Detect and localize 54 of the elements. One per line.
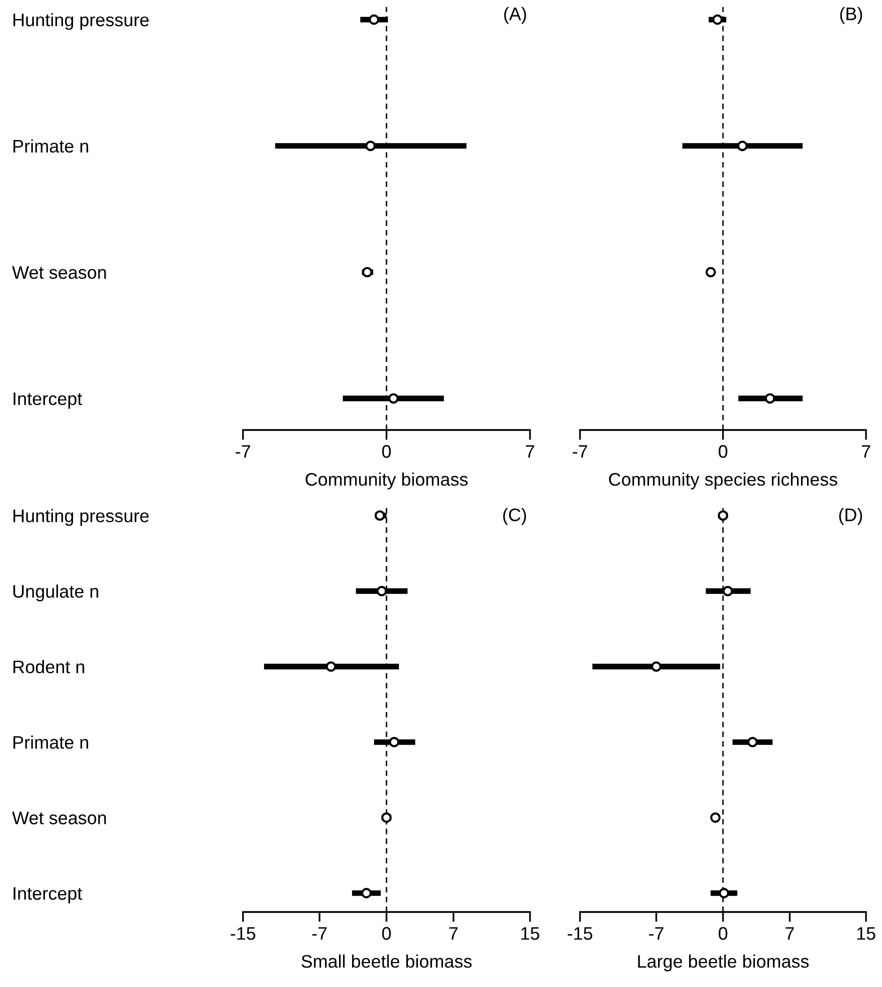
point	[326, 661, 336, 672]
x-tick-label: 7	[862, 445, 870, 458]
annotation: (A)	[504, 7, 526, 24]
x-tick-label: -7	[236, 445, 250, 458]
x-tick-label: 0	[718, 927, 728, 940]
annotation: (D)	[839, 508, 862, 525]
y-tick-label: Intercept	[14, 887, 82, 904]
x-tick-label: -7	[572, 445, 588, 458]
x-tick-label: -15	[568, 927, 592, 940]
point	[365, 140, 376, 152]
x-axis-title: Community biomass	[306, 472, 468, 490]
y-tick-label: Hunting pressure	[13, 13, 149, 30]
y-tick-label: Rodent n	[13, 660, 84, 674]
y-tick-label: Wet season	[12, 266, 106, 279]
y-tick-label: Primate n	[13, 139, 88, 153]
point	[712, 14, 723, 25]
x-tick-label: -7	[649, 927, 664, 940]
x-tick-label: 0	[718, 445, 728, 458]
x-tick-label: 7	[786, 927, 794, 940]
point	[361, 888, 372, 898]
x-tick-label: 7	[449, 927, 458, 940]
x-tick-label: -15	[230, 927, 256, 940]
point	[362, 266, 372, 278]
y-tick-label: Wet season	[12, 812, 106, 824]
point	[710, 812, 721, 823]
point	[747, 736, 758, 748]
point	[376, 586, 387, 596]
point	[381, 812, 392, 823]
annotation: (B)	[840, 7, 862, 24]
x-tick-label: 0	[382, 445, 391, 458]
point	[368, 14, 380, 25]
point	[764, 393, 776, 404]
x-tick-label: 0	[382, 927, 391, 940]
point	[651, 661, 662, 672]
x-axis-title: Large beetle biomass	[638, 954, 809, 972]
y-tick-label: Ungulate n	[13, 584, 98, 602]
point	[722, 586, 733, 596]
y-tick-label: Primate n	[13, 736, 88, 749]
point	[718, 888, 730, 898]
x-tick-label: -7	[312, 927, 327, 940]
x-axis-title: Small beetle biomass	[302, 954, 472, 968]
point	[718, 510, 728, 521]
x-axis-title: Community species richness	[609, 472, 838, 490]
point	[737, 140, 748, 152]
x-tick-label: 15	[521, 927, 540, 940]
x-tick-label: 7	[526, 445, 534, 458]
point	[374, 510, 386, 521]
x-tick-label: 15	[857, 927, 876, 940]
point	[706, 266, 716, 278]
point	[388, 393, 399, 404]
y-tick-label: Intercept	[14, 392, 82, 409]
point	[388, 736, 400, 748]
annotation: (C)	[503, 508, 526, 525]
y-tick-label: Hunting pressure	[13, 509, 149, 526]
